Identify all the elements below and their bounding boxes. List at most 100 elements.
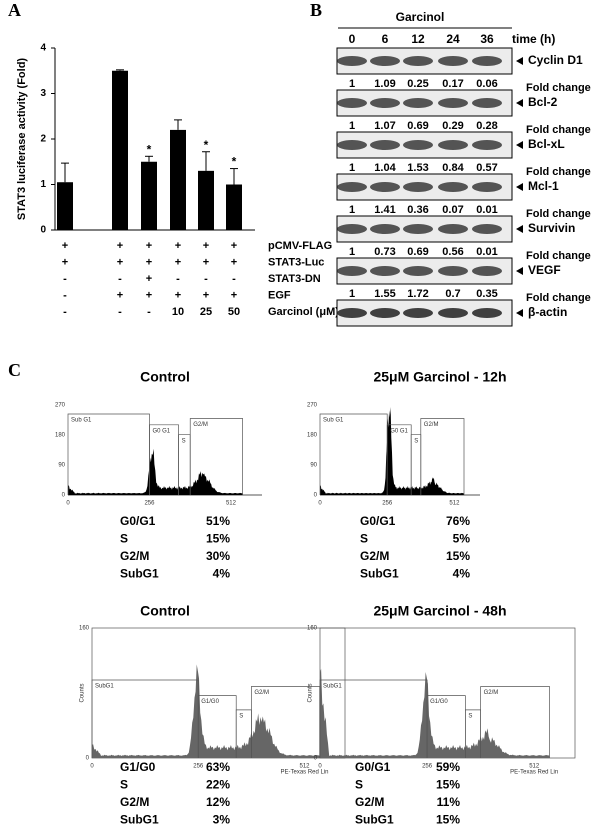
band (472, 140, 502, 150)
protein-label: VEGF (528, 263, 561, 277)
treatment-cell: + (146, 240, 152, 252)
x-tick-label: 256 (422, 764, 433, 770)
histogram (320, 668, 550, 758)
protein-label: Bcl-xL (528, 137, 565, 151)
bar (112, 70, 128, 230)
treatment-cell: 50 (228, 306, 240, 318)
gate (189, 418, 243, 495)
gate (480, 686, 550, 758)
error-bar (174, 119, 182, 130)
fold-change: 0.69 (407, 120, 428, 132)
gate-label: SubG1 (323, 684, 342, 690)
stat-value: 15% (436, 813, 460, 827)
gate-label: S (239, 713, 243, 719)
fold-change: 0.29 (442, 120, 463, 132)
treatment-cell: + (117, 240, 123, 252)
band (403, 182, 433, 192)
band (370, 266, 400, 276)
fold-change: 0.57 (476, 162, 497, 174)
gate-label: G0 G1 (390, 428, 408, 434)
stat-value: 11% (437, 795, 461, 809)
fold-change: 0.84 (442, 162, 464, 174)
x-tick-label: 512 (226, 501, 237, 507)
histogram-title: 25μM Garcinol - 12h (373, 369, 506, 385)
stat-value: 15% (446, 549, 470, 563)
gate (91, 679, 199, 758)
band (370, 56, 400, 66)
fold-change: 1.53 (407, 162, 428, 174)
treatment-cell: + (231, 240, 237, 252)
treatment-cell: + (175, 240, 181, 252)
stat-label: SubG1 (360, 567, 399, 581)
bar (226, 184, 242, 230)
treatment-cell: + (117, 289, 123, 301)
band (472, 56, 502, 66)
treatment-label: Garcinol (μM) (268, 306, 339, 318)
band (472, 98, 502, 108)
treatment-cell: + (146, 256, 152, 268)
fold-change-label: Fold change (526, 250, 591, 262)
band (472, 308, 502, 318)
treatment-cell: + (231, 289, 237, 301)
treatment-cell: - (204, 273, 208, 285)
treatment-cell: + (146, 273, 152, 285)
y-tick-label: 270 (307, 403, 318, 409)
error-bar (116, 69, 124, 71)
gate-label: G1/G0 (201, 699, 219, 705)
treatment-cell: + (62, 256, 68, 268)
band (337, 182, 367, 192)
fold-change: 0.7 (445, 288, 460, 300)
fold-change: 0.69 (407, 246, 428, 258)
significance-mark: * (232, 155, 237, 169)
band (337, 266, 367, 276)
fold-change: 1 (349, 162, 355, 174)
fold-change: 1 (349, 246, 355, 258)
gate (420, 418, 465, 495)
treatment-cell: - (176, 273, 180, 285)
bar (57, 182, 73, 230)
stat-label: SubG1 (120, 567, 159, 581)
band (370, 182, 400, 192)
band (370, 308, 400, 318)
error-bar (230, 168, 238, 185)
gate (319, 679, 428, 758)
fold-change: 0.56 (442, 246, 463, 258)
stat-label: G2/M (355, 795, 384, 809)
treatment-label: STAT3-DN (268, 273, 321, 285)
stat-value: 15% (436, 778, 460, 792)
fold-change: 0.28 (476, 120, 497, 132)
stat-value: 59% (436, 760, 460, 774)
histogram (68, 448, 243, 495)
gate-label: S (182, 438, 186, 444)
panel-label: A (8, 0, 21, 20)
x-tick-label: 512 (449, 501, 460, 507)
treatment-label: EGF (268, 289, 291, 301)
fold-change: 0.17 (442, 78, 463, 90)
band (438, 98, 468, 108)
fold-change: 0.06 (476, 78, 497, 90)
y-tick-label: 0 (40, 225, 46, 236)
time-point: 12 (411, 32, 425, 46)
x-tick-label: 512 (529, 764, 540, 770)
fold-change: 1.72 (407, 288, 428, 300)
panel-label: B (310, 0, 322, 20)
band (337, 56, 367, 66)
band (438, 266, 468, 276)
time-point: 24 (446, 32, 460, 46)
gate-label: G1/G0 (430, 699, 448, 705)
treatment-cell: + (62, 240, 68, 252)
gate-label: G2/M (193, 422, 208, 428)
band (438, 140, 468, 150)
y-axis-label: STAT3 luciferase activity (Fold) (16, 58, 28, 221)
band (438, 56, 468, 66)
histogram-title: 25μM Garcinol - 48h (373, 603, 506, 619)
time-point: 0 (349, 32, 356, 46)
band (438, 224, 468, 234)
x-tick-label: 0 (66, 501, 70, 507)
gate (67, 413, 150, 495)
stat-value: 12% (206, 795, 230, 809)
band (337, 308, 367, 318)
fold-change: 0.01 (476, 246, 497, 258)
fold-change: 1.04 (374, 162, 396, 174)
treatment-cell: + (146, 289, 152, 301)
